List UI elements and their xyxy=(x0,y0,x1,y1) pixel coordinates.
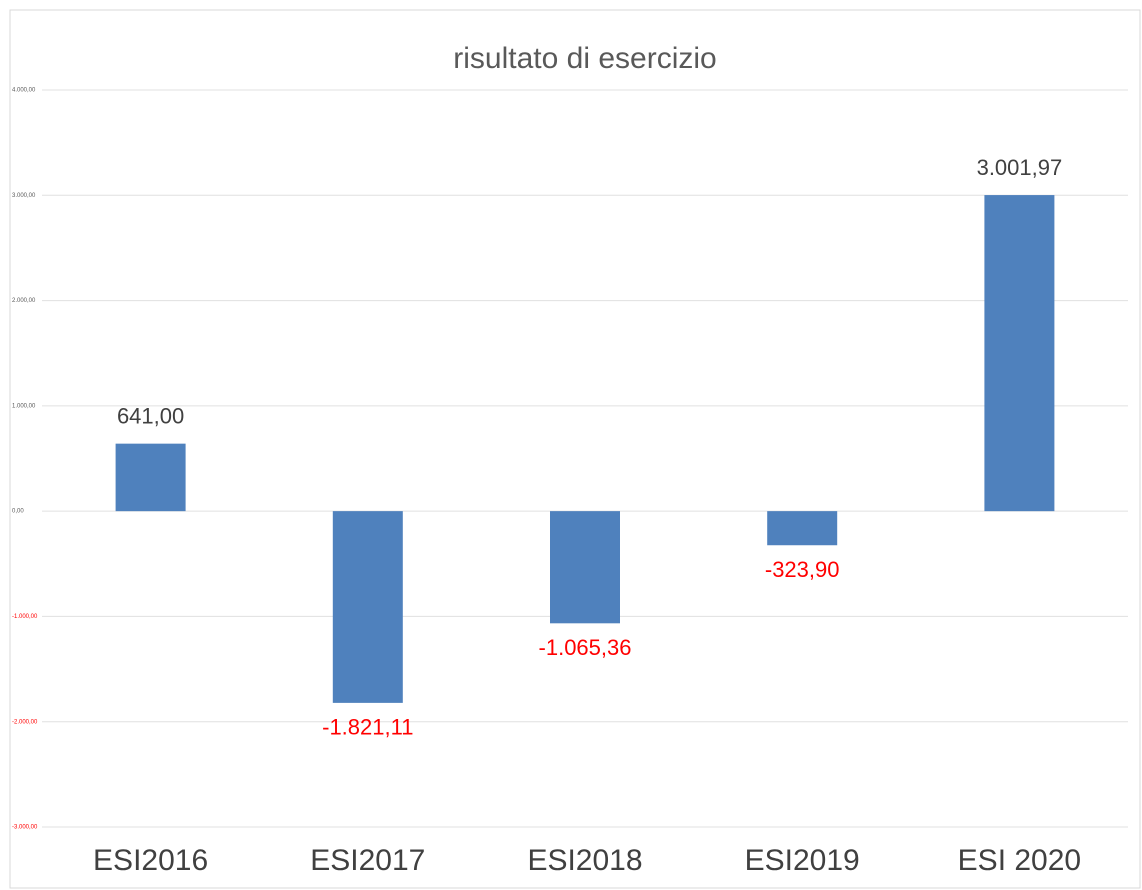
y-tick-label: -3.000,00 xyxy=(12,825,38,831)
x-tick-label: ESI2017 xyxy=(310,844,425,877)
data-label: -1.065,36 xyxy=(539,635,632,660)
y-tick-label: 1.000,00 xyxy=(12,403,36,409)
x-tick-label: ESI2018 xyxy=(527,844,642,877)
x-tick-label: ESI2016 xyxy=(93,844,208,877)
bar xyxy=(984,195,1055,512)
bar xyxy=(332,511,403,703)
x-tick-label: ESI2019 xyxy=(745,844,860,877)
y-tick-label: -1.000,00 xyxy=(12,614,38,620)
y-tick-label: 0,00 xyxy=(12,509,24,515)
y-tick-label: -2.000,00 xyxy=(12,719,38,725)
data-label: -1.821,11 xyxy=(322,715,413,740)
bar xyxy=(550,511,620,624)
y-tick-label: 4.000,00 xyxy=(12,88,36,94)
chart-frame xyxy=(9,9,1141,889)
y-tick-label: 2.000,00 xyxy=(12,298,36,304)
data-label: -323,90 xyxy=(765,557,840,582)
chart-title: risultato di esercizio xyxy=(453,42,716,75)
bar xyxy=(115,443,186,512)
bar xyxy=(767,511,838,546)
y-tick-label: 3.000,00 xyxy=(12,193,36,199)
data-label: 3.001,97 xyxy=(977,155,1063,180)
data-label: 641,00 xyxy=(117,403,184,428)
x-tick-label: ESI 2020 xyxy=(958,844,1081,877)
